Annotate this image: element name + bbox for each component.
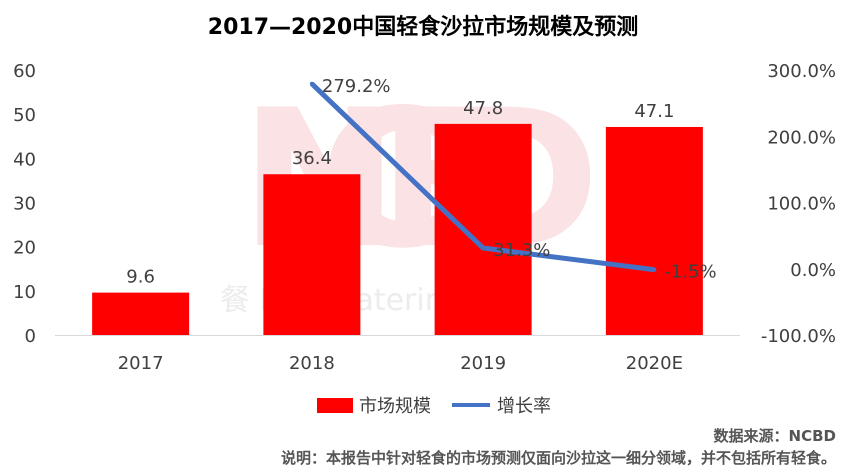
line-label-2019: 31.3% <box>493 240 550 261</box>
y-right-tick--100.0%: -100.0% <box>761 326 836 347</box>
legend: 市场规模 增长率 <box>317 396 551 417</box>
y-left-tick-30: 30 <box>13 194 36 215</box>
line-series-growth-rate <box>309 81 657 273</box>
y-left-tick-60: 60 <box>13 61 36 82</box>
bar-label-2019: 47.8 <box>463 98 503 119</box>
legend-swatch-market-size <box>317 398 353 413</box>
y-right-tick-100.0%: 100.0% <box>767 194 836 215</box>
y-axis-left-ticks: 0 10 20 30 40 50 60 <box>13 61 36 347</box>
footnote: 说明：本报告中针对轻食的市场预测仅面向沙拉这一细分领域，并不包括所有轻食。 <box>281 449 836 467</box>
bar-label-2017: 9.6 <box>126 267 155 288</box>
bar-label-2020E: 47.1 <box>634 101 674 122</box>
legend-label-market-size: 市场规模 <box>359 396 431 417</box>
y-left-tick-0: 0 <box>25 326 36 347</box>
bar-label-2018: 36.4 <box>292 148 332 169</box>
y-left-tick-40: 40 <box>13 149 36 170</box>
line-point-2018 <box>309 81 314 86</box>
legend-label-growth-rate: 增长率 <box>497 396 551 417</box>
line-point-2019 <box>481 246 486 251</box>
y-left-tick-20: 20 <box>13 238 36 259</box>
line-point-2020E <box>652 267 657 272</box>
x-tick-2018: 2018 <box>289 353 335 374</box>
source-note: 数据来源：NCBD <box>714 427 836 445</box>
line-data-labels: 279.2% 31.3% -1.5% <box>322 76 717 283</box>
bar-2018 <box>263 174 361 335</box>
x-tick-2017: 2017 <box>118 353 164 374</box>
y-right-tick-200.0%: 200.0% <box>767 127 836 148</box>
bar-data-labels: 9.6 36.4 47.8 47.1 <box>126 98 674 288</box>
y-right-tick-300.0%: 300.0% <box>767 61 836 82</box>
x-tick-2019: 2019 <box>460 353 506 374</box>
bar-2019 <box>434 123 532 335</box>
bar-series-market-size <box>92 123 703 335</box>
bar-2020E <box>605 126 703 335</box>
bar-2017 <box>92 292 190 335</box>
y-left-tick-50: 50 <box>13 105 36 126</box>
y-axis-right-ticks: -100.0% 0.0% 100.0% 200.0% 300.0% <box>761 61 836 347</box>
line-label-2018: 279.2% <box>322 76 391 97</box>
x-tick-2020E: 2020E <box>626 353 683 374</box>
y-left-tick-10: 10 <box>13 282 36 303</box>
chart-title: 2017—2020中国轻食沙拉市场规模及预测 <box>208 14 638 40</box>
line-label-2020E: -1.5% <box>664 262 716 283</box>
y-right-tick-0.0%: 0.0% <box>790 260 836 281</box>
x-axis-ticks: 2017 2018 2019 2020E <box>118 353 683 374</box>
